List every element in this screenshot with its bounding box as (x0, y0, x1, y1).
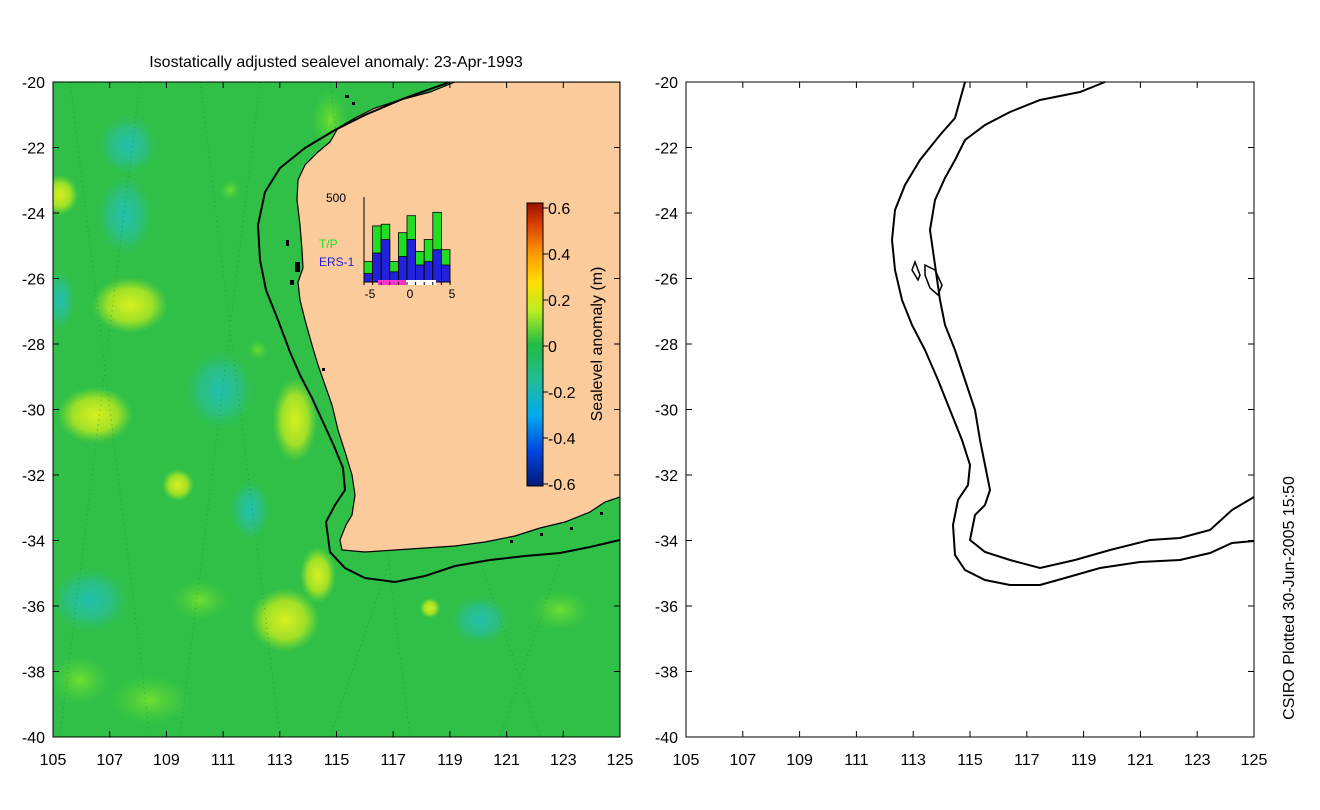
lon-tick-label: 117 (1014, 752, 1040, 769)
lon-tick-label: 111 (844, 752, 868, 769)
lat-tick-label: -32 (655, 468, 678, 485)
lat-tick-label: -24 (22, 206, 45, 223)
lat-tick-label: -36 (655, 599, 678, 616)
lon-tick-label: 107 (96, 752, 123, 769)
satellite-tracks (59, 82, 561, 737)
inset-bar-ers (432, 249, 442, 283)
colorbar: 0.6 0.4 0.2 0 -0.2 -0.4 -0.6 Sealevel anomaly … (526, 201, 606, 494)
lon-tick-label: 125 (1241, 752, 1268, 769)
inset-x-axis: -5 0 5 (363, 282, 456, 301)
lon-tick-label: 121 (1127, 752, 1154, 769)
colorbar-tick-label: -0.4 (548, 431, 576, 448)
plot-credit: CSIRO Plotted 30-Jun-2005 15:50 (1281, 476, 1298, 720)
lon-tick-label: 113 (900, 752, 926, 769)
lon-tick-label: 123 (550, 752, 577, 769)
inset-bar-ers (406, 239, 417, 283)
colorbar-tick-label: -0.6 (548, 477, 576, 494)
inset-histogram: 500 T/P ERS-1 -5 0 5 (319, 191, 456, 301)
lon-tick-label: 123 (1184, 752, 1211, 769)
right-outer-contour (890, 81, 1255, 586)
lon-tick-label: 113 (267, 752, 293, 769)
lon-tick-label: 115 (324, 752, 350, 769)
colorbar-ticks: 0.6 0.4 0.2 0 -0.2 -0.4 -0.6 (543, 201, 576, 494)
right-map-frame (685, 81, 1255, 738)
inset-legend-tp: T/P (319, 237, 338, 251)
left-lon-axis: 105 107 109 111 113 115 117 119 121 123 125 (40, 82, 634, 769)
inset-legend-ers: ERS-1 (319, 255, 355, 269)
lon-tick-label: 107 (729, 752, 756, 769)
lat-tick-label: -26 (655, 272, 678, 289)
inset-bar-ers (423, 261, 434, 283)
anomaly-blobs (53, 90, 590, 725)
inset-x-tick-label: 0 (407, 287, 414, 301)
right-islands (911, 259, 943, 297)
left-lat-axis: -20 -22 -24 -26 -28 -30 -32 -34 -36 -38 -40 (22, 75, 620, 747)
lat-tick-label: -24 (655, 206, 678, 223)
lat-tick-label: -20 (22, 75, 45, 92)
lat-tick-label: -38 (22, 665, 45, 682)
lon-tick-label: 111 (211, 752, 235, 769)
colorbar-tick-label: 0.6 (548, 201, 570, 218)
inset-bars (363, 211, 451, 283)
inset-range-marker-white (406, 280, 436, 285)
lat-tick-label: -28 (22, 337, 45, 354)
colorbar-tick-label: -0.2 (548, 385, 576, 402)
inset-bar-ers (397, 256, 408, 283)
inset-x-tick-label: 5 (449, 287, 456, 301)
right-lat-axis: -20 -22 -24 -26 -28 -30 -32 -34 -36 -38 -40 (655, 75, 1254, 747)
lat-tick-label: -26 (22, 272, 45, 289)
lon-tick-label: 119 (437, 752, 463, 769)
lon-tick-label: 109 (153, 752, 180, 769)
lat-tick-label: -36 (22, 599, 45, 616)
lon-tick-label: 105 (40, 752, 67, 769)
lat-tick-label: -30 (655, 403, 678, 420)
right-map-panel: -20 -22 -24 -26 -28 -30 -32 -34 -36 -38 -40 105 107… (655, 75, 1268, 769)
inset-bar-ers (440, 264, 451, 283)
colorbar-tick-label: 0 (548, 339, 557, 356)
shelf-contour (256, 82, 620, 584)
inset-x-tick-label: -5 (365, 287, 376, 301)
colorbar-tick-label: 0.4 (548, 247, 570, 264)
lat-tick-label: -34 (655, 534, 678, 551)
lon-tick-label: 109 (786, 752, 813, 769)
colorbar-tick-label: 0.2 (548, 293, 570, 310)
coastal-islands (286, 95, 603, 543)
lon-tick-label: 105 (673, 752, 700, 769)
lon-tick-label: 119 (1071, 752, 1097, 769)
inset-bar-ers (415, 264, 425, 283)
right-inner-contour (928, 81, 1255, 570)
lon-tick-label: 125 (607, 752, 634, 769)
lon-tick-label: 117 (380, 752, 406, 769)
lon-tick-label: 121 (493, 752, 520, 769)
right-lon-axis: 105 107 109 111 113 115 117 119 121 123 125 (673, 82, 1268, 769)
inset-bar-ers (380, 239, 391, 283)
lat-tick-label: -34 (22, 534, 45, 551)
map-title: Isostatically adjusted sealevel anomaly:… (149, 54, 523, 71)
lat-tick-label: -22 (22, 141, 45, 158)
inset-ymax-label: 500 (326, 191, 346, 205)
inset-bar-ers (372, 252, 382, 283)
lat-tick-label: -22 (655, 141, 678, 158)
lat-tick-label: -40 (655, 730, 678, 747)
lat-tick-label: -30 (22, 403, 45, 420)
colorbar-label: Sealevel anomaly (m) (589, 267, 606, 422)
lat-tick-label: -20 (655, 75, 678, 92)
lat-tick-label: -38 (655, 665, 678, 682)
lat-tick-label: -40 (22, 730, 45, 747)
colorbar-gradient (526, 202, 544, 487)
inset-bar-ers (363, 273, 374, 283)
lat-tick-label: -28 (655, 337, 678, 354)
lon-tick-label: 115 (957, 752, 983, 769)
inset-range-marker (378, 280, 406, 285)
lat-tick-label: -32 (22, 468, 45, 485)
